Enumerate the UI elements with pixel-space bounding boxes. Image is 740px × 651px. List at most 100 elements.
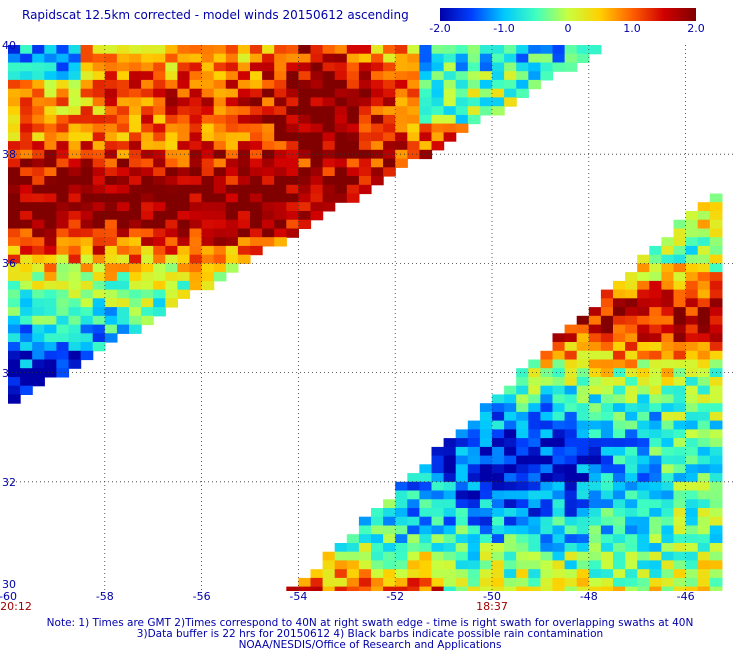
heatmap-cell [8,219,21,229]
heatmap-cell [44,193,57,203]
heatmap-cell [104,228,118,238]
heatmap-cell [564,499,578,509]
heatmap-cell [516,385,529,395]
heatmap-cell [286,45,299,55]
heatmap-cell [177,53,191,63]
heatmap-cell [116,158,130,168]
heatmap-cell [709,333,723,343]
heatmap-cell [32,272,45,282]
heatmap-cell [358,525,372,535]
heatmap-cell [358,97,372,107]
heatmap-cell [407,508,420,518]
heatmap-cell [32,307,45,317]
heatmap-cell [588,516,602,526]
heatmap-cell [564,569,578,579]
heatmap-cell [286,176,299,186]
heatmap-cell [504,481,517,492]
heatmap-cell [225,219,239,229]
heatmap-cell [383,45,396,55]
heatmap-cell [625,315,638,326]
heatmap-cell [637,394,650,404]
heatmap-cell [129,158,142,168]
heatmap-cell [673,586,687,591]
heatmap-cell [20,202,33,212]
heatmap-cell [431,45,445,55]
heatmap-cell [455,79,469,90]
heatmap-cell [540,490,554,500]
heatmap-cell [588,307,602,317]
heatmap-cell [44,298,57,308]
heatmap-cell [479,438,493,448]
heatmap-cell [540,420,554,430]
heatmap-cell [431,586,445,591]
heatmap-cell [709,315,723,326]
heatmap-cell [129,245,142,256]
heatmap-cell [20,45,33,55]
heatmap-cell [358,45,372,55]
heatmap-cell [443,569,457,579]
heatmap-cell [310,569,324,579]
heatmap-cell [637,420,650,430]
heatmap-cell [443,132,457,142]
heatmap-cell [588,438,602,448]
heatmap-cell [129,263,142,273]
x-tick-label: -46 [676,590,695,603]
heatmap-cell [697,324,711,334]
heatmap-cell [455,516,469,526]
heatmap-cell [407,525,420,535]
heatmap-cell [649,455,662,465]
heatmap-cell [637,446,650,457]
heatmap-cell [44,228,57,238]
heatmap-cell [20,141,33,151]
heatmap-cell [274,45,287,55]
heatmap-cell [504,490,517,500]
heatmap-cell [492,464,505,474]
heatmap-cell [8,315,21,326]
heatmap-cell [165,123,178,133]
heatmap-cell [346,62,360,72]
heatmap-cell [298,97,312,107]
heatmap-cell [322,586,336,591]
heatmap-cell [516,88,529,98]
heatmap-cell [116,184,130,195]
heatmap-cell [56,342,70,352]
heatmap-cell [334,88,348,98]
heatmap-cell [8,132,21,142]
heatmap-cell [649,438,662,448]
heatmap-cell [153,211,166,221]
heatmap-cell [685,219,699,229]
heatmap-cell [92,289,106,299]
heatmap-cell [177,211,191,221]
heatmap-cell [346,569,360,579]
heatmap-cell [625,350,638,361]
heatmap-cell [528,45,541,55]
heatmap-cell [274,62,287,72]
heatmap-cell [141,88,154,98]
heatmap-cell [685,577,699,588]
heatmap-cell [528,385,541,395]
heatmap-cell [286,79,299,90]
heatmap-cell [419,79,433,90]
heatmap-cell [613,464,626,474]
heatmap-cell [709,420,723,430]
heatmap-cell [153,298,166,308]
heatmap-cell [419,481,433,492]
heatmap-cell [177,237,191,247]
heatmap-cell [492,473,505,483]
heatmap-cell [552,499,566,509]
heatmap-cell [407,481,420,492]
heatmap-cell [250,245,263,256]
heatmap-cell [237,228,251,238]
heatmap-cell [177,132,191,142]
heatmap-cell [613,490,626,500]
heatmap-cell [492,499,505,509]
heatmap-cell [371,62,384,72]
heatmap-cell [20,71,33,81]
heatmap-cell [225,141,239,151]
heatmap-cell [68,45,82,55]
heatmap-cell [189,71,203,81]
heatmap-cell [443,560,457,570]
heatmap-cell [371,525,384,535]
heatmap-cell [419,45,433,55]
heatmap-cell [552,403,566,413]
